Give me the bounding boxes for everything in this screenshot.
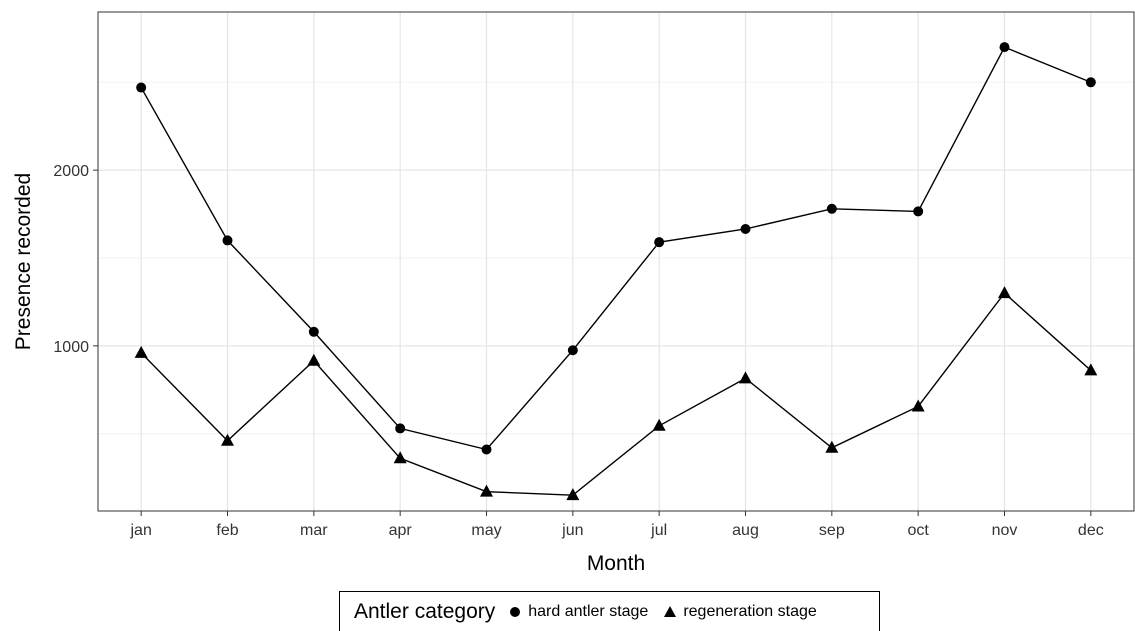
point-regeneration (134, 345, 148, 358)
chart-svg: jan feb mar apr may jun jul aug sep oct nov dec 100… (12, 11, 1135, 575)
series-lines (140, 46, 1092, 496)
legend-key-hard-antler: hard antler stage (507, 603, 648, 621)
point-regeneration (739, 371, 752, 384)
point-hard-antler (999, 42, 1010, 53)
point-hard-antler (395, 423, 406, 434)
point-hard-antler (222, 235, 233, 246)
x-tick-label: jan (129, 522, 151, 539)
point-hard-antler (1085, 77, 1096, 88)
point-regeneration (825, 440, 839, 453)
point-regeneration (393, 451, 407, 464)
x-axis-title: Month (587, 552, 645, 575)
major-gridlines (98, 12, 1134, 511)
point-regeneration (998, 286, 1011, 299)
x-tick-label: jun (561, 522, 583, 539)
series-points (134, 42, 1098, 501)
point-hard-antler (567, 345, 578, 356)
x-tick-label: oct (907, 522, 929, 539)
x-tick-label: may (471, 522, 501, 539)
y-tick-label: 2000 (53, 163, 89, 180)
x-axis-ticks: jan feb mar apr may jun jul aug sep oct nov dec (129, 511, 1104, 539)
point-regeneration (652, 418, 666, 431)
legend: Antler category hard antler stage regene… (339, 591, 880, 631)
legend-title: Antler category (354, 599, 496, 623)
x-tick-label: jul (650, 522, 667, 539)
point-hard-antler (654, 237, 665, 248)
x-tick-label: nov (992, 522, 1018, 539)
legend-key-regeneration: regeneration stage (662, 602, 817, 621)
point-regeneration (566, 488, 580, 501)
point-hard-antler (481, 444, 492, 455)
panel-border (97, 11, 1135, 512)
x-tick-label: dec (1078, 522, 1104, 539)
point-regeneration (221, 433, 234, 446)
minor-gridlines (98, 81, 1134, 435)
y-axis-ticks: 1000 2000 (53, 163, 98, 356)
x-tick-label: aug (732, 522, 759, 539)
point-regeneration (1084, 363, 1098, 376)
point-hard-antler (136, 82, 147, 93)
y-axis-title: Presence recorded (12, 173, 35, 350)
triangle-marker-icon (664, 605, 677, 617)
legend-label-regeneration: regeneration stage (683, 602, 817, 620)
x-tick-label: feb (216, 522, 238, 539)
point-hard-antler (740, 223, 751, 234)
x-tick-label: sep (819, 522, 845, 539)
point-regeneration (480, 484, 493, 497)
y-tick-label: 1000 (53, 339, 89, 356)
x-tick-label: apr (389, 522, 413, 539)
circle-marker-icon (510, 606, 521, 617)
x-tick-label: mar (300, 522, 328, 539)
series-line-1 (140, 292, 1092, 496)
point-hard-antler (308, 326, 319, 337)
legend-label-hard-antler: hard antler stage (528, 602, 649, 620)
point-hard-antler (826, 203, 837, 214)
point-regeneration (911, 399, 925, 412)
point-regeneration (307, 353, 321, 366)
series-line-0 (140, 46, 1092, 451)
point-hard-antler (913, 206, 924, 217)
